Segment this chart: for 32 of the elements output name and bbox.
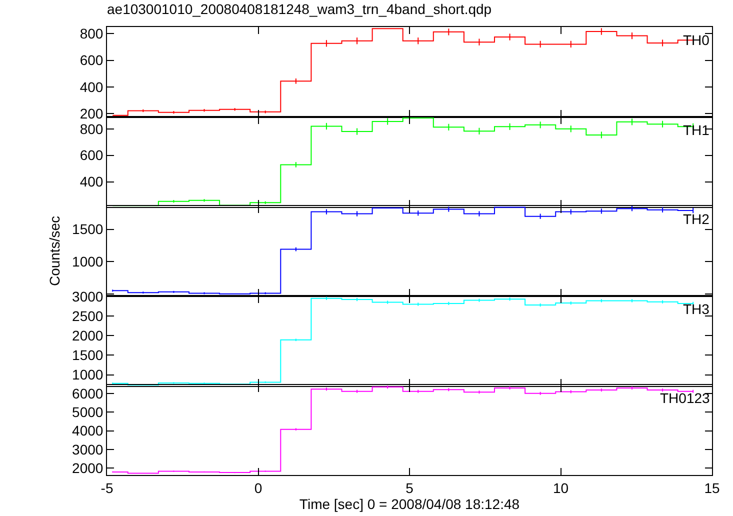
x-tick-label: 15 — [704, 480, 720, 496]
y-tick-label: 200 — [80, 106, 104, 122]
y-tick-label: 2500 — [72, 308, 104, 324]
y-tick-label: 3000 — [72, 288, 104, 304]
annotation: TH1 — [683, 122, 710, 138]
y-tick-label: 5000 — [72, 404, 104, 420]
y-axis-title: Counts/sec — [46, 216, 63, 286]
y-tick-label: 2000 — [72, 460, 104, 477]
y-tick-label: 2000 — [72, 327, 104, 344]
y-tick-label: 600 — [80, 146, 104, 163]
annotation: TH0 — [683, 32, 710, 48]
x-tick-label: 10 — [552, 480, 569, 496]
y-tick-label: 1000 — [72, 254, 104, 270]
y-tick-label: 6000 — [72, 386, 104, 402]
x-tick-label: -5 — [100, 480, 114, 496]
x-axis-title: Time [sec] 0 = 2008/04/08 18:12:48 — [299, 496, 520, 512]
y-tick-label: 400 — [80, 78, 104, 95]
chart-title: ae103001010_20080408181248_wam3_trn_4band_short.qdp — [107, 0, 492, 17]
x-tick-label: 0 — [254, 480, 262, 496]
y-tick-label: 1500 — [72, 221, 104, 238]
y-tick-label: 800 — [80, 120, 104, 136]
y-tick-label: 1500 — [72, 346, 104, 363]
y-tick-label: 800 — [80, 26, 104, 42]
annotation: TH2 — [683, 211, 710, 228]
annotation: TH3 — [683, 300, 710, 317]
y-tick-label: 1000 — [72, 366, 104, 382]
y-tick-label: 4000 — [72, 423, 104, 440]
y-tick-label: 600 — [80, 52, 104, 68]
annotation: TH0123 — [660, 390, 710, 406]
y-tick-label: 400 — [80, 173, 104, 190]
x-tick-label: 5 — [406, 480, 414, 496]
y-tick-label: 3000 — [72, 442, 104, 458]
